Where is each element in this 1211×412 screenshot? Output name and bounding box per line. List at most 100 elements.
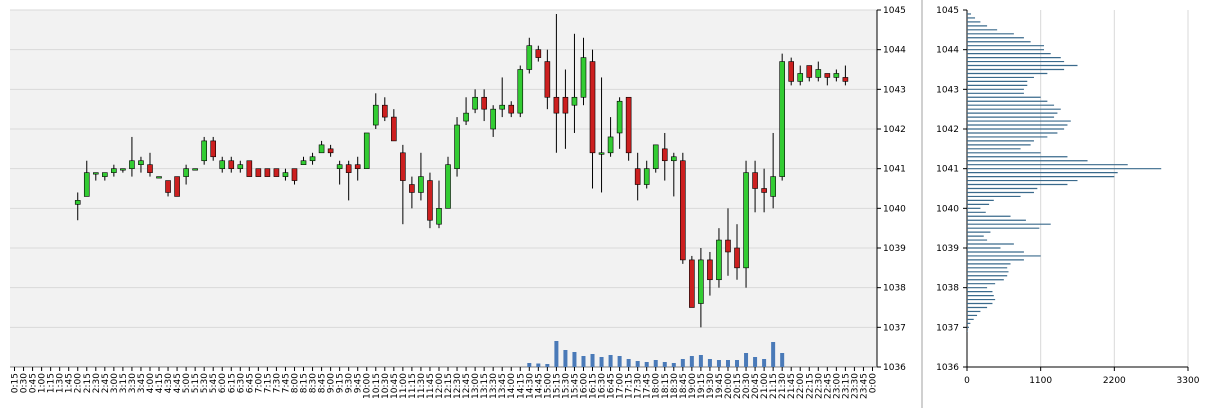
- candle-bear: [255, 168, 262, 177]
- candle-bear: [842, 77, 849, 82]
- candle-bull: [363, 132, 370, 169]
- candle-bull: [463, 112, 469, 122]
- x-tick-label: 3:00: [110, 373, 120, 393]
- x-tick-label: 1:30: [56, 373, 66, 393]
- candle-bear: [264, 168, 271, 177]
- candle-bear: [553, 96, 560, 114]
- x-tick-label: 0:30: [20, 373, 30, 393]
- y-tick-label: 1041: [883, 165, 906, 175]
- x-tick-label: 1100: [1029, 376, 1052, 386]
- candle-bull: [138, 160, 144, 166]
- volume-bar: [626, 359, 631, 367]
- x-tick-label: 19:30: [706, 373, 716, 399]
- x-tick-label: 22:30: [814, 373, 824, 399]
- volume-bar: [725, 360, 730, 367]
- candle-bull: [156, 176, 162, 179]
- x-tick-label: 13:00: [471, 373, 481, 399]
- candle-bear: [788, 61, 795, 82]
- candle-bull: [652, 144, 659, 169]
- x-tick-label: 23:30: [850, 373, 860, 399]
- candle-bull: [743, 172, 749, 269]
- x-tick-label: 16:15: [589, 373, 599, 399]
- x-tick-label: 6:30: [236, 373, 246, 393]
- x-tick-label: 11:00: [399, 373, 409, 399]
- x-tick-label: 13:45: [498, 373, 508, 399]
- x-tick-label: 12:00: [435, 373, 445, 399]
- x-tick-label: 4:15: [155, 373, 165, 393]
- x-tick-label: 21:30: [778, 373, 788, 399]
- candle-bull: [580, 57, 587, 98]
- candle-bear: [680, 160, 686, 261]
- x-tick-label: 7:45: [281, 373, 291, 393]
- x-tick-label: 15:30: [561, 373, 571, 399]
- candle-bull: [815, 69, 822, 78]
- x-tick-label: 10:15: [372, 373, 382, 399]
- x-tick-label: 12:45: [462, 373, 472, 399]
- candle-bear: [409, 184, 415, 193]
- y-tick-label: 1044: [936, 46, 959, 56]
- x-tick-label: 14:15: [516, 373, 526, 399]
- volume-bar: [780, 353, 785, 367]
- candle-bull: [670, 156, 677, 162]
- candle-bull: [472, 96, 478, 110]
- y-tick-label: 1039: [936, 244, 959, 254]
- candle-bear: [689, 259, 695, 308]
- candle-bull: [833, 73, 840, 78]
- x-tick-label: 4:00: [146, 373, 156, 393]
- candle-bull: [111, 168, 117, 173]
- x-tick-label: 13:30: [489, 373, 499, 399]
- x-tick-label: 0:15: [11, 373, 21, 393]
- volume-bar: [554, 341, 559, 367]
- volume-bar: [572, 352, 577, 367]
- candle-bear: [806, 65, 813, 78]
- candle-bear: [707, 259, 713, 281]
- volume-bar: [563, 350, 568, 367]
- volume-bar: [545, 364, 550, 367]
- volume-bar: [716, 360, 721, 367]
- x-tick-label: 16:00: [579, 373, 589, 399]
- x-tick-label: 17:15: [625, 373, 635, 399]
- x-tick-label: 21:15: [769, 373, 779, 399]
- x-tick-label: 19:45: [715, 373, 725, 399]
- x-tick-label: 2200: [1103, 376, 1126, 386]
- y-tick-label: 1038: [936, 284, 959, 294]
- x-tick-label: 7:15: [263, 373, 273, 393]
- candle-bull: [336, 164, 343, 169]
- volume-bar: [635, 361, 640, 367]
- y-tick-label: 1045: [936, 6, 959, 16]
- candle-bull: [219, 160, 226, 169]
- candle-bull: [120, 168, 126, 171]
- x-tick-label: 9:45: [354, 373, 364, 393]
- candle-bear: [246, 160, 253, 177]
- candle-bear: [544, 61, 551, 98]
- candle-bear: [165, 180, 171, 193]
- volume-bar: [527, 363, 532, 367]
- candle-bull: [454, 124, 460, 169]
- candle-bear: [381, 104, 388, 118]
- candle-bull: [571, 96, 578, 106]
- x-tick-label: 0:00: [868, 373, 878, 393]
- x-tick-label: 18:30: [670, 373, 680, 399]
- x-tick-label: 21:00: [760, 373, 770, 399]
- x-tick-label: 6:15: [227, 373, 237, 393]
- x-tick-label: 10:00: [363, 373, 373, 399]
- x-tick-label: 1:00: [38, 373, 48, 393]
- x-tick-label: 22:00: [796, 373, 806, 399]
- candle-bull: [517, 69, 524, 114]
- volume-bar: [644, 362, 649, 367]
- y-tick-label: 1041: [936, 165, 959, 175]
- x-tick-label: 9:15: [336, 373, 346, 393]
- y-tick-label: 1036: [883, 363, 906, 373]
- candle-bull: [318, 144, 325, 154]
- x-tick-label: 6:00: [218, 373, 228, 393]
- candle-bull: [616, 100, 623, 134]
- x-tick-label: 5:30: [200, 373, 210, 393]
- x-tick-label: 13:15: [480, 373, 490, 399]
- y-tick-label: 1043: [936, 85, 959, 95]
- volume-bar: [608, 355, 613, 367]
- candle-bull: [237, 164, 244, 169]
- candle-bear: [147, 164, 153, 173]
- x-tick-label: 0: [964, 376, 970, 386]
- x-tick-label: 18:15: [661, 373, 671, 399]
